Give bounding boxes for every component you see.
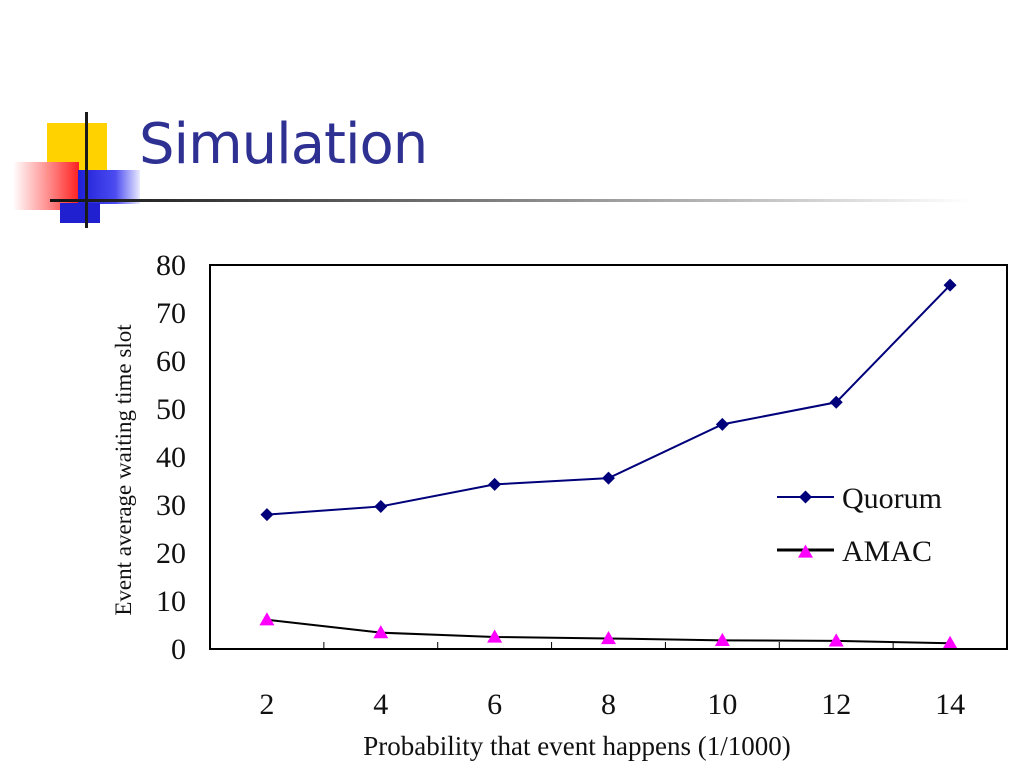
slide-title: Simulation (139, 112, 428, 177)
y-tick-labels: 0 10 20 30 40 50 60 70 80 (156, 249, 186, 666)
y-tick-label: 70 (156, 297, 186, 330)
x-tick-labels: 2 4 6 8 10 12 14 (259, 688, 965, 721)
data-point-quorum (488, 477, 502, 491)
data-point-amac (942, 635, 958, 649)
data-point-quorum (715, 417, 729, 431)
x-tick-label: 14 (935, 688, 965, 721)
data-point-amac (487, 629, 503, 643)
y-tick-label: 20 (156, 537, 186, 570)
plot-area-frame (209, 264, 1008, 650)
decor-blue-gradient (78, 170, 140, 204)
y-axis-label: Event average waiting time slot (111, 324, 136, 616)
legend-label-amac: AMAC (842, 535, 932, 568)
data-point-quorum (260, 508, 274, 522)
x-axis-label: Probability that event happens (1/1000) (363, 731, 790, 761)
legend-label-quorum: Quorum (842, 482, 942, 515)
x-tick-label: 8 (601, 688, 616, 721)
x-tick-label: 12 (821, 688, 851, 721)
data-point-quorum (602, 471, 615, 485)
y-tick-label: 60 (156, 345, 186, 378)
x-tick-label: 4 (373, 688, 388, 721)
y-tick-label: 50 (156, 393, 186, 426)
title-underline (50, 199, 970, 202)
y-tick-label: 30 (156, 489, 186, 522)
y-tick-label: 80 (156, 249, 186, 282)
x-tick-label: 6 (487, 688, 502, 721)
x-tick-label: 2 (259, 688, 274, 721)
data-point-quorum (943, 278, 957, 292)
chart-legend: Quorum AMAC (777, 482, 942, 568)
data-point-amac (373, 625, 389, 639)
decor-vertical-line (85, 112, 88, 228)
data-point-quorum (829, 395, 843, 409)
data-point-amac (714, 632, 730, 646)
data-point-amac (828, 633, 844, 647)
y-tick-label: 0 (171, 633, 186, 666)
y-tick-label: 40 (156, 441, 186, 474)
legend-marker-quorum (799, 490, 812, 504)
series-markers (259, 278, 958, 649)
series-lines (266, 284, 951, 645)
data-point-amac (601, 630, 616, 645)
x-tick-label: 10 (707, 688, 737, 721)
decor-red-gradient (13, 162, 79, 210)
y-tick-label: 10 (156, 585, 186, 618)
decor-blue-square (60, 203, 100, 223)
legend-marker-amac (798, 544, 813, 558)
data-point-amac (259, 612, 275, 626)
data-point-quorum (374, 499, 388, 513)
